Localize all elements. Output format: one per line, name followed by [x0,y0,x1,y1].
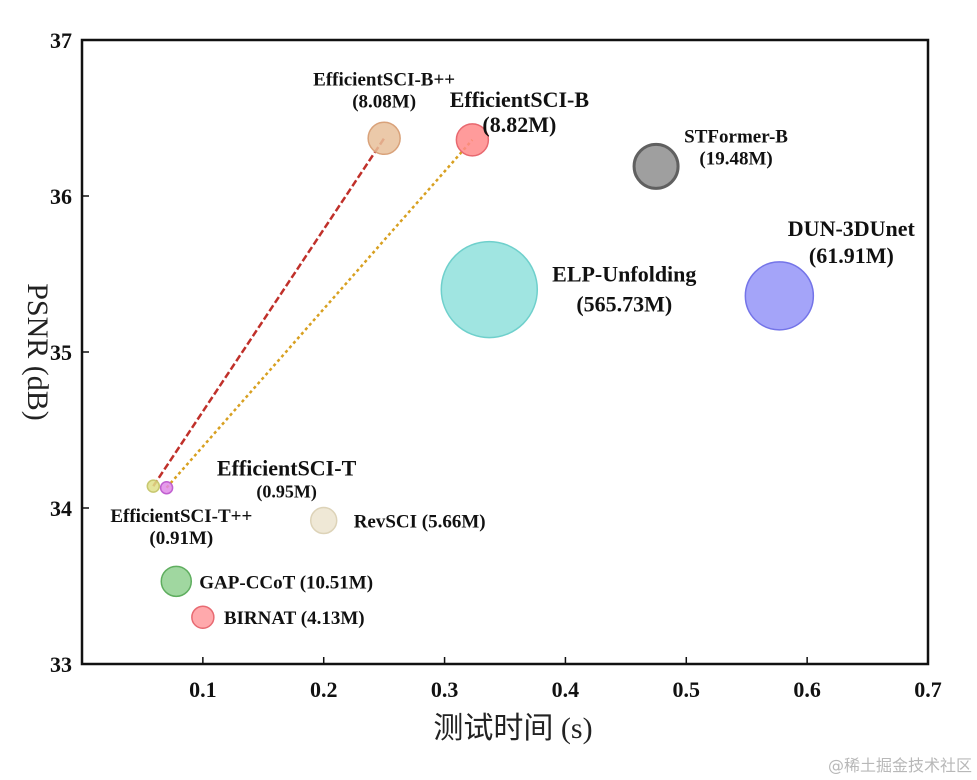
point-label: (0.95M) [256,482,316,503]
connector-line [165,139,474,489]
point-label: STFormer-B [684,126,788,147]
y-axis-title: PSNR (dB) [21,283,54,421]
point-label: GAP-CCoT (10.51M) [199,572,373,593]
bubbles [146,121,815,629]
point-label: ELP-Unfolding [552,262,696,287]
bubble-efficientsci-t [159,480,174,495]
point-label: (8.08M) [352,91,416,112]
bubble-elp-unfolding [440,240,539,339]
x-tick-label: 0.2 [310,677,338,702]
connector-lines [152,137,474,489]
point-label: (8.82M) [482,112,556,137]
y-tick-label: 33 [50,652,72,677]
bubble-efficientsci-b [455,123,490,157]
x-tick-label: 0.5 [673,677,701,702]
bubble-efficientsci-t- [146,479,161,493]
point-label: RevSCI (5.66M) [354,511,486,532]
point-label: DUN-3DUnet [788,216,916,241]
point-label: (565.73M) [576,292,672,317]
point-labels: EfficientSCI-B++(8.08M) EfficientSCI-B(8.… [110,69,915,629]
y-tick-label: 34 [50,496,72,521]
watermark: @稀土掘金技术社区 [828,756,972,775]
point-label: (19.48M) [699,148,772,169]
x-axis-ticks: 0.1 0.2 0.3 0.4 0.5 0.6 0.7 [189,657,942,702]
x-axis-title: 测试时间 (s) [433,712,592,745]
x-tick-label: 0.4 [552,677,580,702]
x-tick-label: 0.3 [431,677,459,702]
point-label: EfficientSCI-T [217,456,357,481]
x-tick-label: 0.1 [189,677,217,702]
y-axis-ticks: 33 34 35 36 37 [50,28,89,677]
connector-line [152,137,386,487]
bubble-gap-ccot [160,565,193,598]
x-tick-label: 0.6 [793,677,821,702]
x-tick-label: 0.7 [914,677,942,702]
bubble-revsci [309,506,338,535]
point-label: BIRNAT (4.13M) [224,608,365,629]
point-label: (0.91M) [149,528,213,549]
point-label: EfficientSCI-B [450,87,590,112]
point-label: EfficientSCI-T++ [110,506,252,527]
bubble-efficientsci-b- [367,121,401,156]
bubble-birnat [191,605,215,629]
point-label: EfficientSCI-B++ [313,69,455,90]
bubble-stformer-b [632,142,680,190]
y-tick-label: 35 [50,340,72,365]
y-tick-label: 36 [50,184,72,209]
bubble-dun-3dunet [744,261,815,331]
point-label: (61.91M) [809,243,894,268]
y-tick-label: 37 [50,28,72,53]
